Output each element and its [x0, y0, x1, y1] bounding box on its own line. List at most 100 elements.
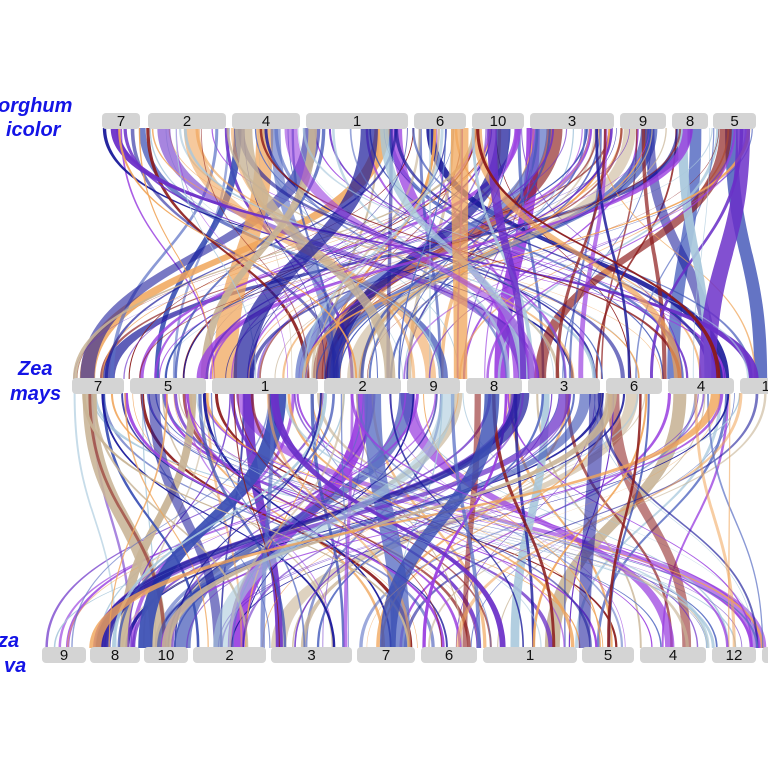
- chromosome-2-9: 9: [42, 647, 86, 664]
- synteny-ribbon: [100, 128, 612, 379]
- chromosome-bar: [606, 378, 662, 394]
- synteny-ribbon: [303, 128, 444, 379]
- chromosome-0-6: 6: [414, 113, 466, 130]
- chromosome-bar: [90, 647, 140, 663]
- synteny-ribbon: [161, 393, 617, 648]
- chromosome-0-5: 5: [713, 113, 756, 130]
- synteny-ribbon: [195, 393, 542, 648]
- synteny-ribbon: [410, 393, 730, 648]
- synteny-ribbon: [287, 393, 575, 648]
- synteny-ribbon: [174, 393, 322, 648]
- chromosome-1-1: 1: [212, 378, 318, 395]
- chromosome-2-4: 4: [640, 647, 706, 664]
- synteny-ribbon: [226, 128, 560, 379]
- synteny-ribbon: [284, 128, 539, 379]
- chromosome-1-5: 5: [130, 378, 206, 395]
- synteny-ribbon: [89, 393, 721, 648]
- synteny-ribbon: [267, 393, 592, 648]
- synteny-ribbon: [568, 128, 602, 379]
- synteny-ribbon: [80, 128, 321, 379]
- synteny-ribbon: [249, 128, 447, 379]
- chromosome-bar: [324, 378, 401, 394]
- synteny-ribbon: [210, 393, 306, 648]
- chromosome-2-8: 8: [90, 647, 140, 664]
- chromosome-2-11: 11: [762, 647, 768, 663]
- synteny-ribbon: [366, 393, 721, 648]
- chromosome-label: 2: [358, 378, 366, 395]
- chromosome-1-7: 7: [72, 378, 124, 395]
- chromosome-label: 3: [568, 113, 576, 130]
- synteny-ribbon: [228, 393, 345, 648]
- synteny-ribbon: [128, 128, 414, 379]
- chromosome-0-3: 3: [530, 113, 614, 130]
- chromosome-1-4: 4: [668, 378, 734, 395]
- synteny-ribbon: [92, 393, 249, 648]
- synteny-ribbon: [707, 393, 764, 648]
- chromosome-1-9: 9: [407, 378, 460, 395]
- synteny-ribbon: [517, 128, 545, 379]
- synteny-ribbon: [241, 393, 524, 648]
- synteny-ribbon: [149, 128, 442, 379]
- synteny-ribbon: [73, 393, 117, 648]
- synteny-ribbon: [259, 128, 599, 379]
- synteny-ribbon: [355, 393, 624, 648]
- synteny-ribbon: [195, 128, 575, 379]
- chromosome-1-6: 6: [606, 378, 662, 395]
- synteny-ribbon: [497, 128, 720, 379]
- synteny-ribbon: [146, 393, 708, 648]
- chromosome-label: 1: [261, 378, 269, 395]
- chromosome-bar: [148, 113, 226, 129]
- synteny-ribbon: [350, 393, 729, 648]
- synteny-ribbon: [492, 393, 556, 648]
- synteny-ribbon: [325, 128, 623, 379]
- chromosome-label: 7: [382, 647, 390, 664]
- synteny-ribbon: [231, 128, 489, 379]
- synteny-ribbon: [358, 128, 611, 379]
- synteny-ribbon: [272, 393, 565, 648]
- synteny-ribbon: [186, 393, 571, 648]
- synteny-ribbon: [88, 393, 167, 648]
- synteny-ribbon: [368, 128, 587, 379]
- synteny-ribbon: [175, 393, 414, 648]
- chromosome-bar: [466, 378, 522, 394]
- chromosome-2-6: 6: [421, 647, 477, 664]
- synteny-ribbon: [95, 393, 530, 648]
- synteny-ribbon: [203, 393, 753, 648]
- chromosome-label: 2: [183, 113, 191, 130]
- chromosome-bar: [144, 647, 188, 663]
- synteny-ribbon: [205, 393, 764, 648]
- synteny-ribbon: [423, 393, 601, 648]
- chromosome-bar: [528, 378, 600, 394]
- synteny-ribbon: [162, 393, 759, 648]
- synteny-ribbon: [578, 128, 608, 379]
- synteny-ribbon: [472, 128, 682, 379]
- synteny-ribbon: [326, 128, 380, 379]
- synteny-ribbon: [110, 128, 219, 379]
- chromosome-bar: [640, 647, 706, 663]
- chromosome-bar: [530, 113, 614, 129]
- synteny-ribbon: [112, 393, 328, 648]
- chromosome-0-1: 1: [306, 113, 408, 130]
- synteny-ribbon: [521, 128, 683, 379]
- synteny-ribbon: [200, 128, 317, 379]
- synteny-ribbon: [597, 393, 759, 648]
- synteny-ribbon: [565, 393, 673, 648]
- chromosome-label: 6: [630, 378, 638, 395]
- synteny-ribbon: [343, 393, 354, 648]
- synteny-ribbon: [434, 128, 530, 379]
- synteny-ribbon: [139, 128, 682, 379]
- synteny-ribbon: [383, 128, 725, 379]
- synteny-ribbon: [117, 393, 335, 648]
- synteny-ribbon: [246, 128, 519, 379]
- synteny-ribbon: [140, 393, 413, 648]
- synteny-ribbon: [406, 128, 539, 379]
- chromosome-bar: [762, 647, 768, 663]
- chromosome-label: 10: [490, 113, 507, 130]
- synteny-ribbon: [450, 128, 469, 379]
- chromosome-0-8: 8: [672, 113, 708, 130]
- synteny-ribbon: [171, 393, 376, 648]
- synteny-ribbon: [221, 393, 705, 648]
- synteny-ribbon: [209, 128, 593, 379]
- synteny-ribbon: [302, 128, 750, 379]
- synteny-ribbon: [211, 128, 725, 379]
